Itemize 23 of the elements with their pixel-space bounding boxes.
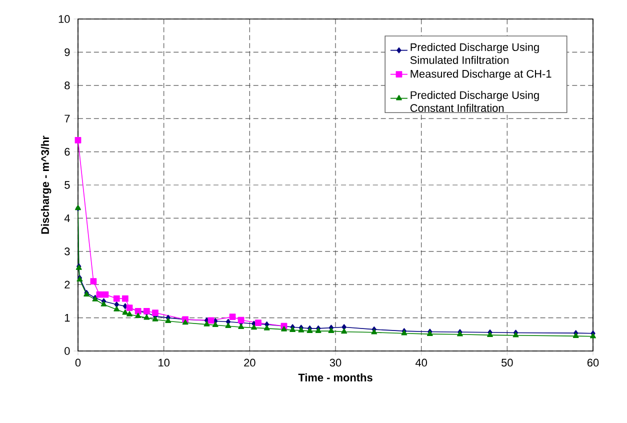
y-tick-label: 9 — [64, 48, 70, 56]
y-tick-label: 8 — [64, 82, 70, 90]
y-tick-label: 0 — [64, 347, 70, 355]
x-tick-label: 30 — [330, 358, 342, 367]
x-tick-label: 40 — [415, 358, 427, 367]
x-axis-title: Time - months — [298, 373, 372, 382]
x-tick-label: 60 — [587, 358, 599, 367]
y-tick-label: 1 — [64, 314, 70, 322]
legend-label: Measured Discharge at CH-1 — [410, 70, 552, 80]
y-tick-label: 3 — [64, 248, 70, 256]
y-tick-label: 5 — [64, 181, 70, 189]
legend-label: Predicted Discharge Using Constant Infiltration — [410, 90, 539, 112]
x-tick-label: 50 — [502, 358, 513, 367]
x-tick-label: 10 — [158, 358, 170, 367]
x-tick-label: 20 — [244, 358, 256, 367]
y-tick-label: 4 — [64, 214, 70, 222]
legend-label: Predicted Discharge Using Simulated Infiltration — [410, 42, 539, 64]
y-axis-title: Discharge - m^3/hr — [40, 136, 52, 234]
y-tick-label: 10 — [58, 15, 70, 23]
y-tick-label: 6 — [64, 148, 70, 156]
y-tick-label: 2 — [64, 280, 70, 288]
y-tick-label: 7 — [64, 114, 70, 122]
x-tick-label: 0 — [75, 358, 81, 367]
